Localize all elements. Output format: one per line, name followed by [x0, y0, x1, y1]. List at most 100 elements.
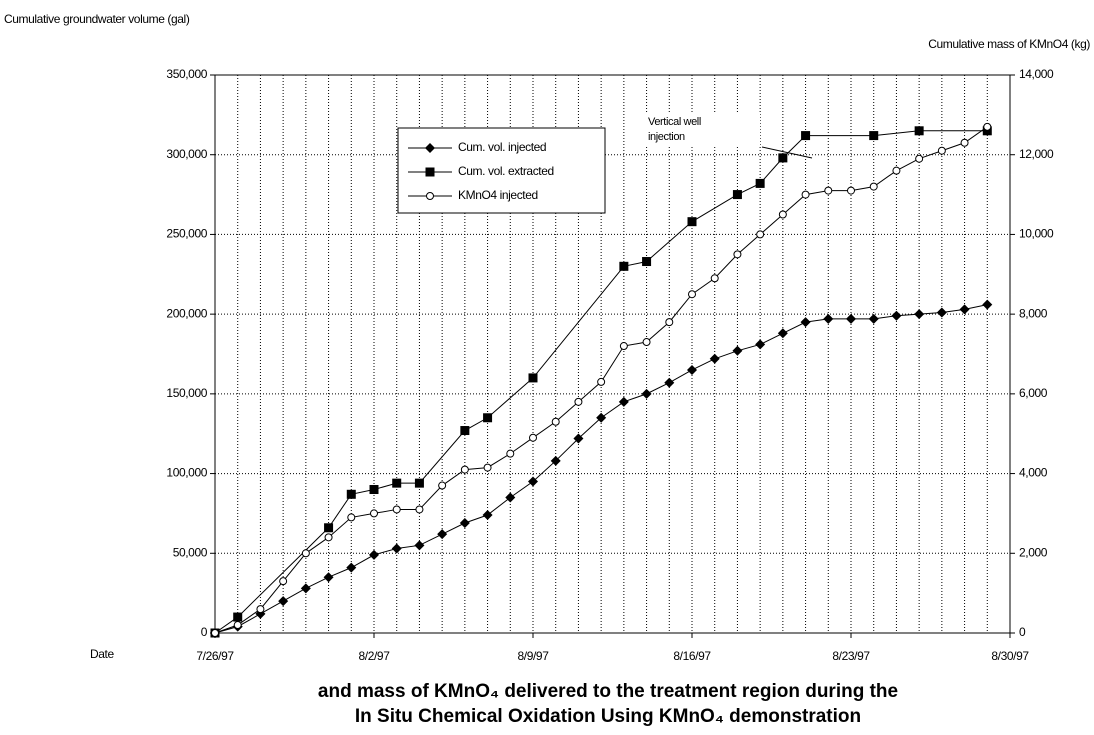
- point: [301, 549, 310, 558]
- point: [438, 481, 447, 490]
- x-tick-label: 8/9/97: [518, 649, 550, 663]
- point: [868, 313, 879, 324]
- point: [847, 186, 855, 195]
- y2-tick-label: 0: [1019, 625, 1026, 639]
- point: [574, 397, 583, 406]
- y2-tick-label: 2,000: [1019, 545, 1048, 559]
- point: [278, 596, 289, 607]
- point: [801, 131, 811, 141]
- y2-tick-label: 4,000: [1019, 466, 1048, 480]
- point: [642, 338, 651, 347]
- point: [687, 217, 697, 227]
- y-tick-label: 200,000: [166, 306, 207, 320]
- y2-tick-label: 10,000: [1019, 227, 1054, 241]
- y-tick-label: 50,000: [173, 545, 208, 559]
- point: [937, 146, 946, 155]
- point: [369, 549, 379, 560]
- point: [687, 364, 697, 375]
- plot-area: [215, 75, 1010, 633]
- point: [414, 540, 425, 551]
- point: [915, 154, 924, 163]
- point: [732, 345, 743, 356]
- plot-border: [214, 74, 1011, 634]
- point: [437, 529, 448, 540]
- point: [619, 261, 629, 271]
- annotation: Vertical well: [648, 116, 701, 128]
- point: [279, 577, 288, 586]
- annotation: injection: [648, 131, 685, 143]
- point: [619, 342, 628, 351]
- point: [801, 190, 810, 199]
- point: [869, 131, 879, 141]
- point: [529, 433, 537, 442]
- legend-label: Cum. vol. injected: [458, 140, 546, 154]
- point: [528, 476, 538, 487]
- point: [414, 478, 424, 488]
- point: [369, 485, 379, 495]
- annotation-line: [761, 146, 813, 159]
- point: [426, 192, 434, 200]
- point: [914, 126, 924, 136]
- point: [505, 492, 516, 503]
- legend-label: KMnO4 injected: [458, 188, 538, 202]
- x-tick-label: 8/16/97: [673, 649, 711, 663]
- point: [733, 250, 742, 259]
- point: [550, 455, 561, 466]
- point: [869, 182, 878, 191]
- point: [506, 449, 515, 458]
- point: [256, 605, 265, 614]
- point: [960, 138, 969, 147]
- point: [392, 505, 401, 514]
- point: [233, 621, 242, 630]
- x-tick-label: 8/30/97: [991, 649, 1029, 663]
- point: [233, 612, 243, 622]
- y-tick-label: 300,000: [166, 147, 207, 161]
- x-tick-label: 7/26/97: [196, 649, 234, 663]
- point: [846, 313, 856, 324]
- legend: Cum. vol. injected Cum. vol. extracted KMn…: [397, 127, 606, 214]
- point: [710, 274, 719, 283]
- point: [346, 562, 357, 573]
- point: [551, 417, 560, 426]
- point: [618, 396, 629, 407]
- point: [665, 318, 674, 327]
- caption-line: and mass of KMnO₄ delivered to the treat…: [318, 681, 898, 702]
- point: [425, 167, 435, 177]
- point: [483, 413, 493, 423]
- point: [392, 478, 402, 488]
- point: [778, 153, 788, 163]
- x-axis-title: Date: [90, 647, 114, 661]
- point: [346, 489, 356, 499]
- point: [777, 328, 788, 339]
- y-tick-label: 150,000: [166, 386, 207, 400]
- point: [983, 122, 992, 131]
- point: [800, 317, 811, 328]
- point: [892, 166, 901, 175]
- y-axis-title: Cumulative groundwater volume (gal): [4, 12, 190, 26]
- point: [324, 533, 333, 542]
- point: [982, 299, 993, 310]
- point: [425, 143, 435, 153]
- point: [641, 388, 652, 399]
- y2-tick-label: 8,000: [1019, 306, 1048, 320]
- point: [370, 509, 378, 518]
- point: [347, 513, 356, 522]
- point: [755, 178, 765, 188]
- y-tick-label: 0: [201, 625, 208, 639]
- point: [664, 377, 675, 388]
- point: [914, 309, 925, 320]
- point: [460, 426, 470, 436]
- point: [756, 230, 765, 239]
- point: [415, 505, 424, 514]
- point: [324, 523, 334, 533]
- point: [959, 304, 970, 315]
- y2-tick-label: 14,000: [1019, 67, 1054, 81]
- x-tick-label: 8/23/97: [832, 649, 870, 663]
- point: [709, 353, 720, 364]
- point: [597, 377, 606, 386]
- point: [688, 290, 696, 299]
- point: [596, 412, 607, 423]
- point: [778, 210, 787, 219]
- point: [755, 339, 766, 350]
